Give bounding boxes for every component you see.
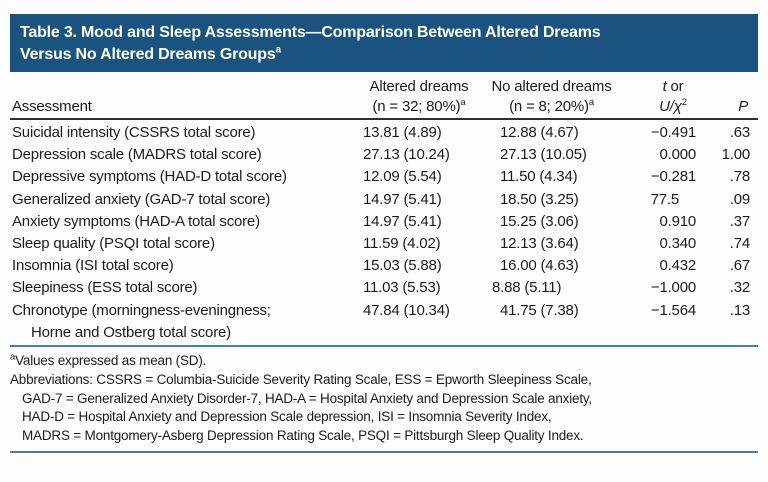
p-value: .37 (729, 212, 750, 230)
footnote-abbreviations-line3: HAD-D = Hospital Anxiety and Depression … (22, 409, 552, 425)
chi-squared-exponent: 2 (681, 96, 687, 108)
footnote-mean: aValues expressed as mean (SD). (10, 351, 207, 369)
p-value: .13 (729, 301, 750, 319)
table-row: Insomnia (ISI total score) 15.03 (5.88) … (10, 255, 758, 277)
altered-dreams-value: 11.03 (5.53) (363, 279, 441, 297)
table-figure: Table 3. Mood and Sleep Assessments—Comp… (0, 14, 768, 482)
no-altered-dreams-value: 15.25 (3.06) (500, 212, 579, 230)
table-row: Sleep quality (PSQI total score) 11.59 (… (10, 233, 758, 255)
assessment-cell: Insomnia (ISI total score) (12, 257, 174, 275)
table-row: Anxiety symptoms (HAD-A total score) 14.… (10, 211, 758, 233)
p-value: .67 (729, 257, 750, 275)
altered-dreams-value: 47.84 (10.34) (363, 301, 450, 319)
column-header-statistic: t or U/χ2 (659, 78, 687, 115)
statistic-value: 0.910 (659, 212, 696, 230)
table-body: Suicidal intensity (CSSRS total score) 1… (10, 120, 758, 344)
table-row: Generalized anxiety (GAD-7 total score) … (10, 189, 758, 211)
table-footnotes: aValues expressed as mean (SD). Abbrevia… (10, 352, 758, 446)
column-header-altered-dreams: Altered dreams (n = 32; 80%)a (369, 78, 469, 115)
statistic-value: 0.000 (659, 146, 696, 164)
no-altered-dreams-value: 18.50 (3.25) (500, 190, 579, 208)
statistic-value: 0.432 (659, 257, 696, 275)
header-rule (10, 118, 758, 120)
footnote-abbreviations-line2: GAD-7 = Generalized Anxiety Disorder-7, … (22, 390, 592, 406)
no-altered-dreams-value: 11.50 (4.34) (500, 168, 578, 186)
table-title-bar: Table 3. Mood and Sleep Assessments—Comp… (10, 14, 758, 72)
no-altered-dreams-value: 16.00 (4.63) (500, 257, 579, 275)
altered-dreams-value: 14.97 (5.41) (363, 190, 442, 208)
body-bottom-rule (10, 345, 758, 348)
statistic-value: 0.340 (659, 235, 696, 253)
statistic-value: −1.000 (650, 279, 696, 297)
no-altered-dreams-value: 12.13 (3.64) (500, 235, 579, 253)
column-header-no-altered-dreams: No altered dreams (n = 8; 20%)a (491, 78, 612, 115)
p-value: 1.00 (721, 146, 751, 164)
assessment-cell: Depressive symptoms (HAD-D total score) (12, 168, 287, 186)
table-row: Depressive symptoms (HAD-D total score) … (10, 166, 758, 188)
assessment-cell: Anxiety symptoms (HAD-A total score) (12, 212, 260, 230)
table-title-line2: Versus No Altered Dreams Groupsa (20, 44, 282, 63)
altered-dreams-value: 14.97 (5.41) (363, 212, 442, 230)
title-footnote-marker: a (275, 44, 282, 56)
assessment-cell: Sleepiness (ESS total score) (12, 279, 198, 297)
altered-dreams-value: 12.09 (5.54) (363, 168, 442, 186)
no-altered-dreams-value: 12.88 (4.67) (500, 124, 579, 141)
table-row: Suicidal intensity (CSSRS total score) 1… (10, 122, 758, 144)
assessment-cell: Generalized anxiety (GAD-7 total score) (12, 190, 271, 208)
p-value: .74 (729, 235, 750, 253)
altered-footnote-marker: a (460, 96, 466, 108)
assessment-cell: Chronotype (morningness-eveningness; Hor… (10, 300, 354, 344)
assessment-cell: Sleep quality (PSQI total score) (12, 235, 215, 253)
assessment-continuation: Horne and Ostberg total score) (31, 323, 231, 341)
assessment-cell: Suicidal intensity (CSSRS total score) (12, 124, 256, 141)
altered-dreams-value: 15.03 (5.88) (363, 257, 442, 275)
no-altered-dreams-value: 8.88 (5.11) (492, 279, 562, 297)
altered-dreams-value: 27.13 (10.24) (363, 146, 450, 164)
no-altered-footnote-marker: a (588, 96, 594, 108)
altered-dreams-value: 11.59 (4.02) (363, 235, 441, 253)
assessment-cell: Depression scale (MADRS total score) (12, 146, 262, 164)
table-header-row: Assessment Altered dreams (n = 32; 80%)a… (10, 77, 758, 116)
table-title-line1: Table 3. Mood and Sleep Assessments—Comp… (20, 24, 601, 41)
column-header-p-value: P (738, 97, 748, 115)
p-value: .32 (729, 279, 750, 297)
p-value: .78 (729, 168, 750, 186)
statistic-value: −0.281 (650, 168, 696, 186)
column-header-assessment: Assessment (12, 97, 92, 115)
table-row: Depression scale (MADRS total score) 27.… (10, 144, 758, 166)
altered-dreams-value: 13.81 (4.89) (363, 124, 442, 141)
statistic-value: −1.564 (650, 301, 696, 319)
footnote-marker: a (10, 351, 16, 363)
statistic-value: −0.491 (650, 124, 696, 141)
table-row: Sleepiness (ESS total score) 11.03 (5.53… (10, 277, 758, 299)
table-bottom-rule (10, 451, 758, 454)
p-value: .09 (729, 190, 750, 208)
p-value: .63 (729, 124, 750, 141)
no-altered-dreams-value: 27.13 (10.05) (500, 146, 587, 164)
footnote-abbreviations-line4: MADRS = Montgomery-Asberg Depression Rat… (22, 428, 584, 444)
no-altered-dreams-value: 41.75 (7.38) (500, 301, 579, 319)
footnote-abbreviations-line1: Abbreviations: CSSRS = Columbia-Suicide … (10, 371, 592, 387)
table-row: Chronotype (morningness-eveningness; Hor… (10, 300, 758, 344)
statistic-value: 77.5 (650, 190, 680, 208)
